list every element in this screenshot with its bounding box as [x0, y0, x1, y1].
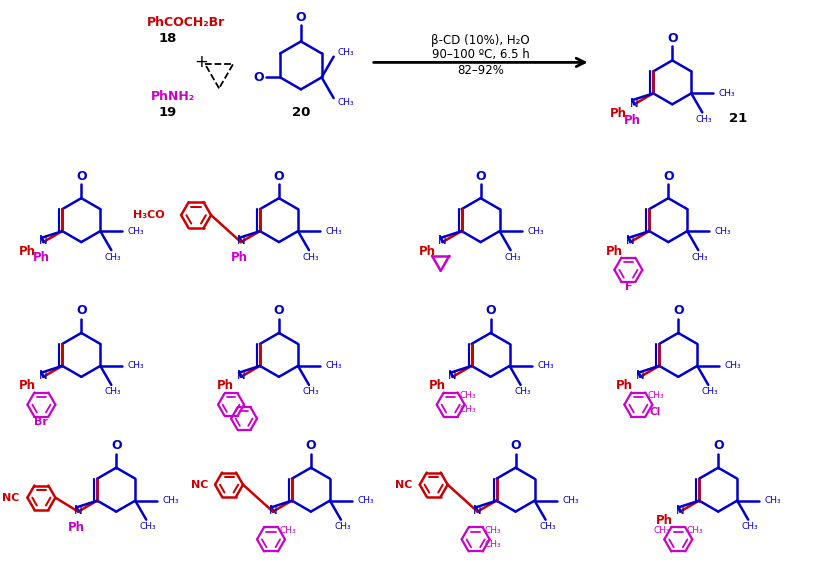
Text: Ph: Ph [19, 379, 36, 392]
Text: CH₃: CH₃ [539, 522, 556, 531]
Text: CH₃: CH₃ [105, 387, 122, 396]
Text: CH₃: CH₃ [163, 496, 179, 505]
Text: O: O [253, 71, 264, 84]
Text: Ph: Ph [231, 251, 247, 264]
Text: 19: 19 [159, 106, 177, 119]
Text: NC: NC [395, 480, 413, 490]
Text: 21: 21 [729, 112, 748, 125]
Text: NC: NC [2, 492, 19, 502]
Text: CH₃: CH₃ [280, 526, 296, 535]
Text: O: O [510, 439, 521, 452]
Text: N: N [438, 234, 447, 247]
Text: CH₃: CH₃ [702, 387, 719, 396]
Text: N: N [237, 369, 246, 382]
Text: H₃CO: H₃CO [132, 210, 165, 220]
Text: 20: 20 [292, 106, 310, 119]
Text: CH₃: CH₃ [562, 496, 579, 505]
Text: CH₃: CH₃ [459, 391, 476, 400]
Text: Ph: Ph [19, 245, 36, 258]
Text: CH₃: CH₃ [303, 252, 319, 262]
Text: Ph: Ph [610, 107, 627, 120]
Text: Ph: Ph [616, 379, 633, 392]
Text: CH₃: CH₃ [140, 522, 156, 531]
Text: O: O [76, 305, 87, 318]
Text: CH₃: CH₃ [105, 252, 122, 262]
Text: CH₃: CH₃ [128, 227, 145, 235]
Text: N: N [630, 97, 638, 110]
Text: N: N [269, 504, 277, 517]
Text: CH₃: CH₃ [692, 252, 709, 262]
Text: N: N [74, 504, 83, 517]
Text: O: O [476, 170, 486, 183]
Text: O: O [295, 11, 306, 24]
Text: O: O [713, 439, 724, 452]
Text: Br: Br [35, 417, 48, 427]
Text: CH₃: CH₃ [335, 522, 351, 531]
Text: N: N [626, 234, 635, 247]
Text: O: O [111, 439, 122, 452]
Text: O: O [274, 170, 284, 183]
Text: +: + [194, 53, 208, 72]
Text: CH₃: CH₃ [696, 115, 713, 124]
Text: CH₃: CH₃ [337, 48, 354, 57]
Text: CH₃: CH₃ [459, 405, 476, 414]
Text: N: N [39, 369, 48, 382]
Text: CH₃: CH₃ [303, 387, 319, 396]
Text: N: N [473, 504, 482, 517]
Text: O: O [667, 32, 677, 45]
Text: N: N [636, 369, 645, 382]
Text: CH₃: CH₃ [337, 97, 354, 107]
Text: N: N [237, 234, 246, 247]
Text: CH₃: CH₃ [514, 387, 531, 396]
Text: CH₃: CH₃ [528, 227, 544, 235]
Text: CH₃: CH₃ [504, 252, 521, 262]
Text: Ph: Ph [428, 379, 446, 392]
Text: O: O [485, 305, 496, 318]
Text: CH₃: CH₃ [485, 540, 501, 549]
Text: Ph: Ph [217, 379, 234, 392]
Text: CH₃: CH₃ [725, 362, 742, 370]
Text: N: N [39, 234, 48, 247]
Text: CH₃: CH₃ [128, 362, 145, 370]
Text: PhNH₂: PhNH₂ [151, 90, 195, 103]
Text: CH₃: CH₃ [719, 89, 735, 98]
Text: Ph: Ph [68, 521, 85, 534]
Text: CH₃: CH₃ [357, 496, 374, 505]
Text: 18: 18 [159, 32, 177, 45]
Text: CH₃: CH₃ [326, 362, 342, 370]
Text: CH₃: CH₃ [742, 522, 758, 531]
Text: NC: NC [191, 480, 208, 490]
Text: CH₃: CH₃ [538, 362, 554, 370]
Text: β-CD (10%), H₂O: β-CD (10%), H₂O [432, 34, 530, 47]
Text: Ph: Ph [624, 114, 641, 127]
Text: O: O [663, 170, 673, 183]
Text: PhCOCH₂Br: PhCOCH₂Br [147, 16, 225, 29]
Text: Ph: Ph [33, 251, 50, 264]
Text: Ph: Ph [418, 245, 436, 258]
Text: CH₃: CH₃ [485, 526, 501, 535]
Text: CH₃: CH₃ [715, 227, 732, 235]
Text: N: N [448, 369, 457, 382]
Text: Cl: Cl [650, 407, 661, 417]
Text: CH₃: CH₃ [647, 391, 663, 400]
Text: O: O [306, 439, 316, 452]
Text: CH₃: CH₃ [765, 496, 782, 505]
Text: CH₃: CH₃ [653, 526, 670, 535]
Text: 90–100 ºC, 6.5 h: 90–100 ºC, 6.5 h [432, 48, 529, 61]
Text: F: F [624, 282, 632, 292]
Text: CH₃: CH₃ [687, 526, 704, 535]
Text: N: N [676, 504, 685, 517]
Text: O: O [274, 305, 284, 318]
Text: Ph: Ph [606, 245, 624, 258]
Text: O: O [673, 305, 684, 318]
Text: O: O [76, 170, 87, 183]
Text: Ph: Ph [656, 514, 673, 527]
Text: CH₃: CH₃ [326, 227, 342, 235]
Text: 82–92%: 82–92% [457, 64, 504, 77]
